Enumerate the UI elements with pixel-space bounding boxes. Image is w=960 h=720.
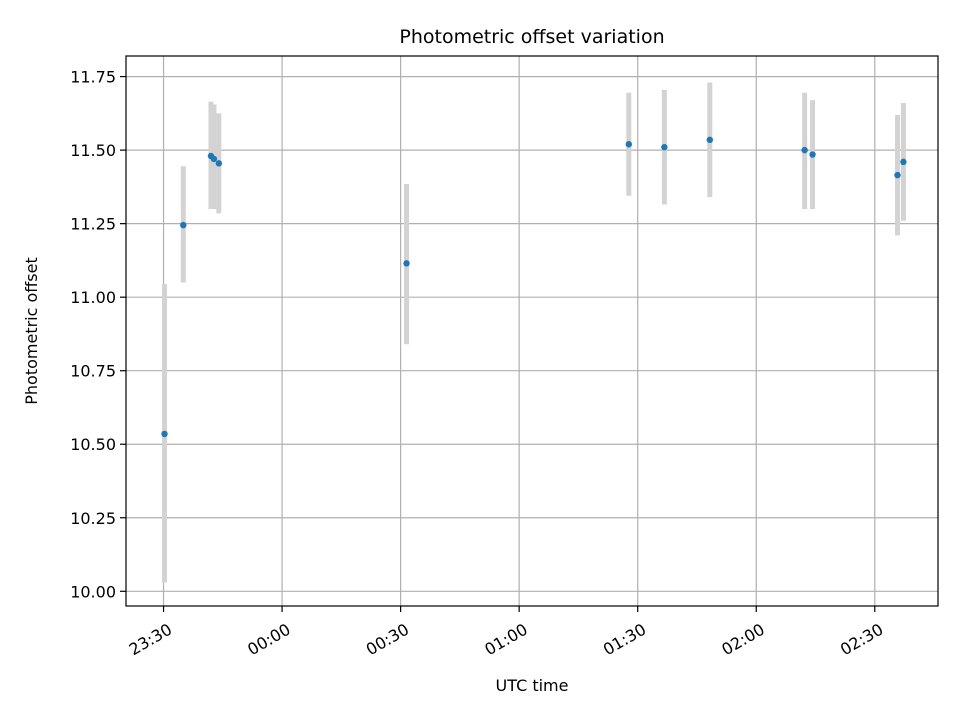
- plot-frame: [125, 55, 939, 607]
- data-point: [180, 221, 187, 229]
- chart-title: Photometric offset variation: [399, 26, 664, 48]
- data-point: [161, 430, 168, 438]
- y-tick-label: 11.00: [70, 288, 116, 307]
- data-point: [403, 260, 410, 267]
- y-tick-label: 10.50: [70, 435, 116, 454]
- y-tick-label: 10.25: [70, 509, 116, 528]
- y-tick-label: 11.50: [70, 141, 116, 160]
- data-point: [894, 171, 901, 179]
- y-tick-label: 11.25: [70, 215, 116, 234]
- data-point: [801, 146, 808, 154]
- y-tick-label: 10.75: [70, 362, 116, 381]
- y-axis-ticks: 10.00 10.25 10.50 10.75 11.00 11.25 11.50 11.75: [70, 68, 126, 601]
- y-tick-label: 11.75: [70, 68, 116, 87]
- data-point: [215, 160, 223, 167]
- x-axis-title: UTC time: [496, 676, 569, 695]
- y-axis-title: Photometric offset: [22, 257, 41, 405]
- data-point: [706, 136, 714, 144]
- data-points: [161, 136, 907, 438]
- data-point: [661, 143, 668, 151]
- y-tick-label: 10.00: [70, 582, 116, 601]
- data-point: [210, 155, 218, 163]
- data-point: [625, 141, 633, 148]
- data-point: [809, 151, 816, 158]
- data-point: [900, 158, 907, 166]
